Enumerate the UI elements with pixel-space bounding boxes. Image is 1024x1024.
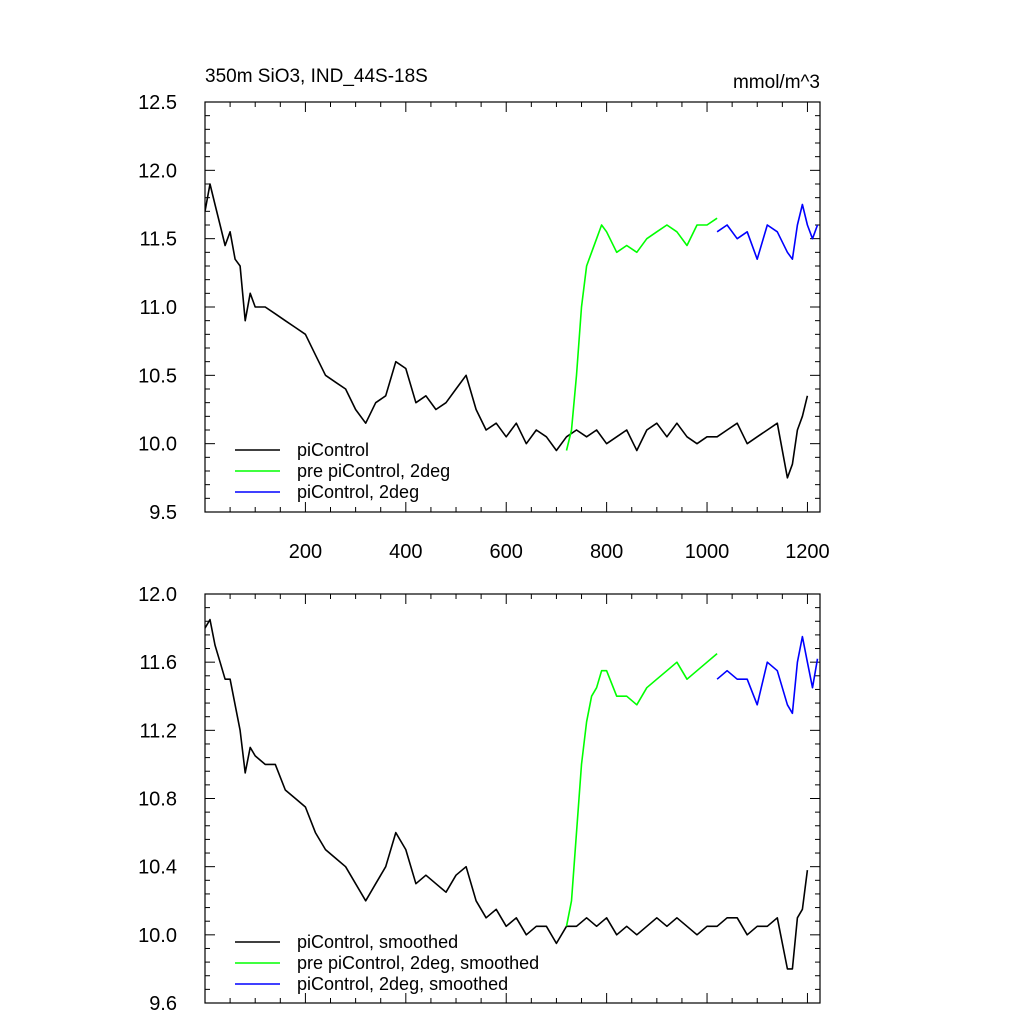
legend-label: piControl, 2deg, smoothed [297, 974, 508, 994]
legend-label: piControl [297, 440, 369, 460]
x-tick-label: 800 [590, 541, 623, 563]
bottom-panel: 9.6 10.0 10.4 10.8 11.2 11.6 12.0 piControl, sm… [138, 584, 821, 1015]
y-tick-label: 12.5 [138, 92, 177, 114]
y-tick-label: 10.0 [138, 925, 177, 947]
top-panel-units: mmol/m^3 [733, 72, 820, 93]
series-line [565, 217, 718, 451]
y-tick-label: 9.5 [149, 502, 177, 524]
top-panel: 350m SiO3, IND_44S-18S mmol/m^3 200 400 60… [138, 66, 830, 563]
y-tick-label: 11.6 [140, 652, 177, 674]
y-tick-label: 10.5 [138, 365, 177, 387]
x-tick-label: 1200 [785, 541, 830, 563]
x-tick-label: 600 [490, 541, 523, 563]
y-tick-label: 11.5 [140, 229, 177, 251]
y-tick-label: 11.2 [140, 720, 177, 742]
series-line [716, 635, 819, 715]
y-tick-label: 10.0 [138, 434, 177, 456]
legend-label: pre piControl, 2deg, smoothed [297, 953, 539, 973]
series-line [716, 203, 819, 260]
series-group [205, 618, 819, 970]
top-panel-title: 350m SiO3, IND_44S-18S [205, 66, 428, 87]
x-tick-label: 200 [289, 541, 322, 563]
y-tick-label: 10.8 [138, 789, 177, 811]
y-tick-label: 9.6 [149, 993, 177, 1015]
legend-label: piControl, 2deg [297, 482, 419, 502]
series-line [205, 183, 809, 479]
x-tick-label: 1000 [685, 541, 730, 563]
legend-label: piControl, smoothed [297, 932, 458, 952]
series-group [205, 183, 819, 479]
y-tick-label: 11.0 [140, 297, 177, 319]
y-tick-label: 12.0 [138, 160, 177, 182]
series-line [565, 652, 718, 927]
x-tick-label: 400 [389, 541, 422, 563]
series-line [205, 618, 809, 970]
legend-label: pre piControl, 2deg [297, 461, 450, 481]
y-tick-label: 10.4 [138, 857, 177, 879]
y-tick-label: 12.0 [138, 584, 177, 606]
